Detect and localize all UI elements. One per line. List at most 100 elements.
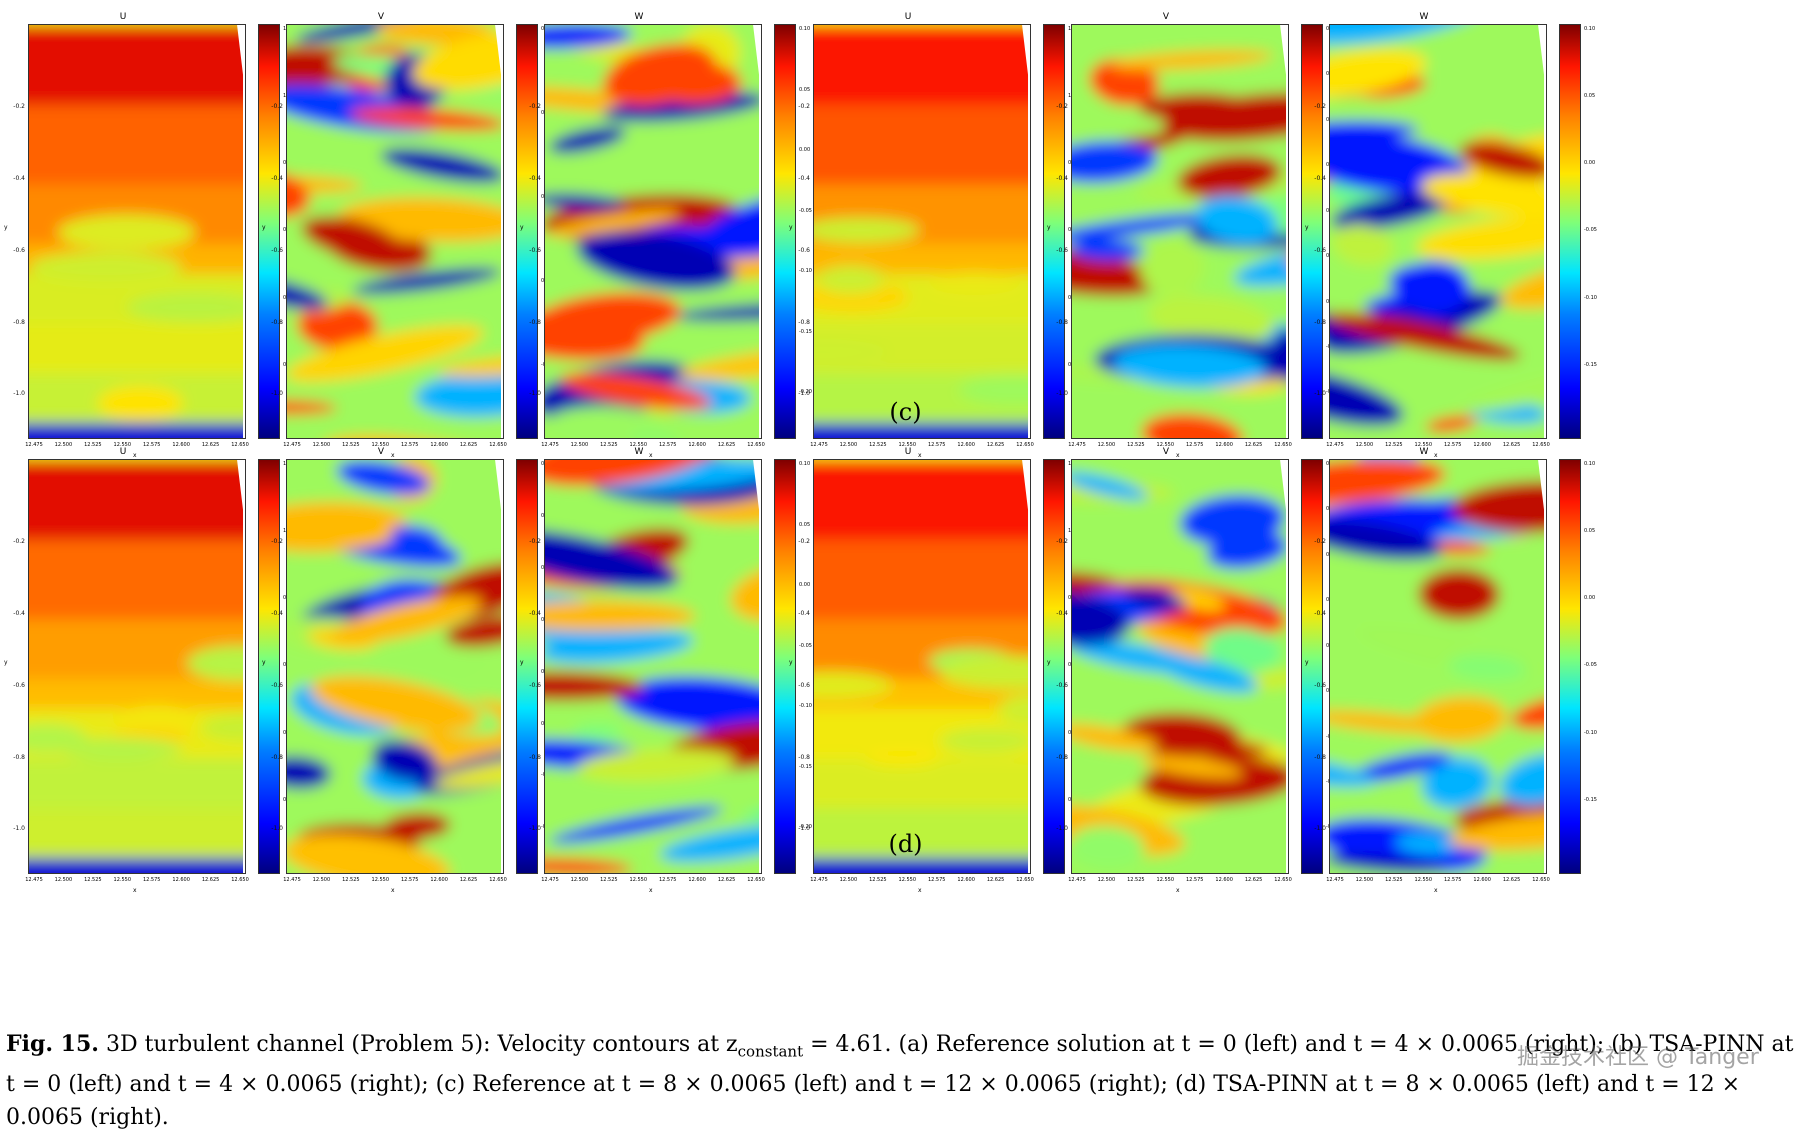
x-tick-label: 12.500 [1097,877,1116,883]
colorbar-tick-label: 0.00 [799,147,811,154]
y-tick-label: -0.6 [1056,247,1068,254]
y-tick-label: -0.6 [798,682,810,689]
x-tick-label: 12.650 [489,442,507,448]
y-axis-label: y [262,659,266,666]
x-axis-label: x [649,887,653,894]
x-tick-label: 12.475 [25,877,43,883]
colorbar-tick-label: 0.10 [799,461,811,467]
y-axis-label: y [520,224,524,231]
caption-subscript: constant [737,1042,804,1061]
x-tick-label: 12.600 [430,442,448,448]
x-tick-label: 12.650 [1532,877,1550,883]
x-tick-label: 12.550 [898,877,917,883]
x-tick-label: 12.500 [1355,442,1374,448]
y-tick-label: -0.4 [798,175,810,182]
y-tick-label: -0.8 [1056,319,1068,326]
x-axis-label: x [133,452,137,459]
y-axis-label: y [1047,659,1051,666]
x-ticks: 12.475 12.500 12.525 12.550 12.575 12.600 12.6… [810,442,1034,450]
x-tick-label: 12.625 [459,442,478,448]
y-axis-label: y [1047,224,1051,231]
colorbar-tick-label: -0.15 [799,328,812,335]
y-tick-label: -0.6 [271,247,283,254]
y-axis-label: y [520,659,524,666]
x-tick-label: 12.650 [747,877,765,883]
x-tick-label: 12.575 [1443,442,1462,448]
x-axis-label: x [649,452,653,459]
y-tick-label: -0.4 [1314,175,1326,182]
x-tick-label: 12.475 [810,442,828,448]
x-tick-label: 12.525 [84,442,102,448]
x-ticks: 12.475 12.500 12.525 12.550 12.575 12.600 12.6… [1326,442,1550,450]
x-tick-label: 12.500 [312,877,331,883]
x-tick-label: 12.575 [927,877,946,883]
y-tick-label: -0.2 [1056,538,1068,545]
y-tick-label: -0.4 [1314,610,1326,617]
colorbar-tick-label: 0.05 [1584,93,1596,100]
colorbar-tick-label: -0.20 [799,824,812,831]
y-tick-label: -0.4 [529,175,541,182]
y-tick-label: -0.6 [1314,682,1326,689]
y-tick-label: -1.0 [1056,390,1068,397]
colorbar [258,459,280,874]
x-tick-label: 12.550 [1414,442,1433,448]
x-ticks: 12.475 12.500 12.525 12.550 12.575 12.600 12.6… [25,877,249,885]
colorbar [1043,24,1065,439]
x-tick-label: 12.475 [1326,442,1344,448]
y-tick-label: -0.8 [13,319,25,326]
colorbar [1301,459,1323,874]
x-tick-label: 12.600 [172,877,190,883]
contour-plot [28,459,246,874]
colorbar-tick-label: -0.10 [799,703,812,710]
x-tick-label: 12.475 [1326,877,1344,883]
x-tick-label: 12.600 [688,442,706,448]
y-tick-label: -0.6 [1056,682,1068,689]
contour-plot [1071,24,1289,439]
x-ticks: 12.475 12.500 12.525 12.550 12.575 12.600 12.6… [541,877,765,885]
colorbar-tick-label: 0.00 [1584,160,1596,167]
contour-plot [544,24,762,439]
x-tick-label: 12.475 [283,877,301,883]
contour-plot [813,24,1031,439]
y-tick-label: -1.0 [529,825,541,832]
x-tick-label: 12.625 [1244,877,1263,883]
y-axis-label: y [4,659,8,666]
y-tick-label: -0.4 [1056,175,1068,182]
x-tick-label: 12.600 [957,877,975,883]
x-tick-label: 12.650 [231,442,249,448]
colorbar [1301,24,1323,439]
y-tick-label: -0.8 [1314,319,1326,326]
y-tick-label: -0.8 [529,319,541,326]
x-tick-label: 12.500 [839,442,858,448]
y-tick-label: -0.2 [271,103,283,110]
plot-title: U [119,12,127,22]
colorbar-tick-label: -0.10 [799,268,812,275]
x-tick-label: 12.550 [629,442,648,448]
colorbar-tick-label: -0.15 [799,763,812,770]
x-tick-label: 12.500 [570,877,589,883]
x-tick-label: 12.575 [142,442,161,448]
colorbar-tick-label: 0.00 [799,582,811,589]
x-tick-label: 12.525 [1385,442,1403,448]
x-ticks: 12.475 12.500 12.525 12.550 12.575 12.600 12.6… [283,877,507,885]
colorbar-tick-label: 0.05 [1584,528,1596,535]
x-tick-label: 12.650 [489,877,507,883]
x-axis-label: x [1434,887,1438,894]
y-tick-label: -1.0 [1056,825,1068,832]
y-axis-label: y [1305,224,1309,231]
y-tick-label: -0.4 [1056,610,1068,617]
x-tick-label: 12.550 [629,877,648,883]
colorbar-tick-label: 0.05 [799,86,811,93]
x-axis-label: x [1434,452,1438,459]
x-tick-label: 12.550 [371,442,390,448]
colorbar-tick-label: -0.05 [799,207,812,214]
plot-title: U [119,447,127,457]
contour-plot [544,459,762,874]
x-tick-label: 12.650 [1532,442,1550,448]
contour-plot [286,459,504,874]
x-tick-label: 12.525 [342,442,360,448]
x-ticks: 12.475 12.500 12.525 12.550 12.575 12.600 12.6… [283,442,507,450]
